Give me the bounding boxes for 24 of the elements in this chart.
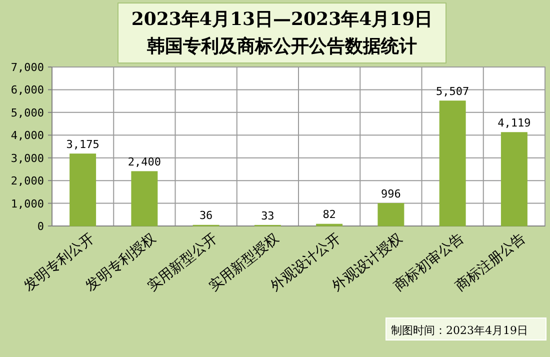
y-tick-label: 6,000 (10, 84, 44, 97)
data-label: 82 (322, 208, 336, 222)
chart-title: 2023年4月13日—2023年4月19日 (131, 9, 433, 30)
data-label: 33 (261, 209, 274, 222)
bar (439, 100, 466, 226)
y-tick-label: 5,000 (10, 106, 44, 120)
text: 制图时间：2023年4月19日 (391, 324, 528, 337)
bar (70, 154, 96, 226)
y-tick-label: 4,000 (10, 129, 44, 142)
data-label: 3,175 (66, 138, 100, 151)
y-tick-label: 3,000 (10, 152, 44, 165)
y-tick-label: 2,000 (10, 174, 44, 188)
chart-subtitle: 韩国专利及商标公开公告数据统计 (146, 36, 417, 57)
data-label: 4,119 (498, 116, 531, 130)
data-label: 2,400 (128, 155, 161, 168)
y-tick-label: 1,000 (10, 197, 44, 210)
data-label: 5,507 (436, 84, 470, 98)
bar (500, 132, 528, 226)
data-label: 36 (199, 209, 213, 222)
y-tick-label: 0 (37, 220, 44, 233)
bar (378, 203, 404, 226)
y-tick-label: 7,000 (10, 61, 44, 74)
data-label: 996 (381, 187, 401, 200)
bar (131, 171, 158, 226)
